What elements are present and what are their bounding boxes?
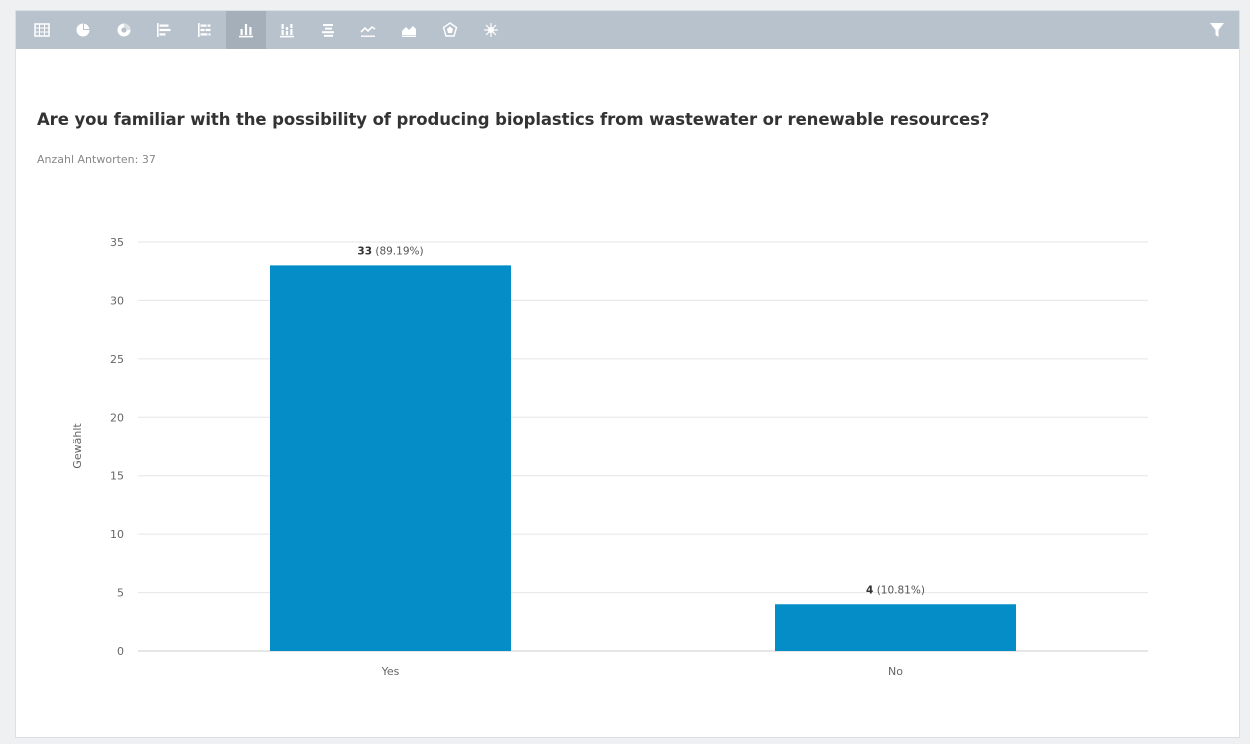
y-tick-label: 10 xyxy=(110,528,124,541)
horizontal-bar-icon xyxy=(157,23,171,37)
y-tick-label: 5 xyxy=(117,587,124,600)
y-tick-label: 15 xyxy=(110,470,124,483)
horizontal-stacked-bar-button[interactable] xyxy=(185,11,225,49)
pie-chart-icon xyxy=(76,23,90,37)
y-axis-label: Gewählt xyxy=(71,423,84,469)
y-tick-label: 35 xyxy=(110,236,124,249)
bar xyxy=(270,265,511,651)
donut-chart-button[interactable] xyxy=(104,11,144,49)
radar-chart-icon xyxy=(483,23,498,37)
pie-chart-button[interactable] xyxy=(63,11,103,49)
centered-bar-button[interactable] xyxy=(308,11,348,49)
table-view-icon xyxy=(34,23,50,37)
vertical-bar-button[interactable] xyxy=(226,11,266,49)
bar-value: 4 xyxy=(866,584,873,596)
polar-chart-icon xyxy=(442,22,458,37)
chart-type-toolbar xyxy=(16,11,1239,49)
bar-percent: (10.81%) xyxy=(873,584,925,596)
vertical-bar-icon xyxy=(239,24,253,38)
bar-value: 33 xyxy=(357,245,372,257)
bar xyxy=(775,604,1016,651)
radar-chart-button[interactable] xyxy=(471,11,511,49)
area-chart-icon xyxy=(402,26,417,37)
question-title: Are you familiar with the possibility of… xyxy=(37,110,990,129)
y-tick-label: 25 xyxy=(110,353,124,366)
response-count: Anzahl Antworten: 37 xyxy=(37,153,156,166)
centered-bar-icon xyxy=(321,24,334,37)
bar-data-label: 33 (89.19%) xyxy=(357,245,423,257)
x-tick-label: Yes xyxy=(381,665,400,678)
line-chart-icon xyxy=(360,25,376,37)
line-chart-button[interactable] xyxy=(348,11,388,49)
bar-data-label: 4 (10.81%) xyxy=(866,584,925,596)
donut-chart-icon xyxy=(117,23,131,37)
filter-button[interactable] xyxy=(1199,11,1235,49)
area-chart-button[interactable] xyxy=(389,11,429,49)
horizontal-bar-button[interactable] xyxy=(144,11,184,49)
vertical-stacked-bar-button[interactable] xyxy=(267,11,307,49)
question-panel xyxy=(15,10,1240,738)
y-tick-label: 20 xyxy=(110,411,124,424)
polar-chart-button[interactable] xyxy=(430,11,470,49)
table-view-button[interactable] xyxy=(22,11,62,49)
bar-percent: (89.19%) xyxy=(372,245,424,257)
vertical-stacked-bar-icon xyxy=(279,24,294,38)
horizontal-stacked-bar-icon xyxy=(198,23,211,37)
y-tick-label: 30 xyxy=(110,294,124,307)
y-tick-label: 0 xyxy=(117,645,124,658)
x-tick-label: No xyxy=(888,665,903,678)
filter-icon xyxy=(1210,23,1224,37)
